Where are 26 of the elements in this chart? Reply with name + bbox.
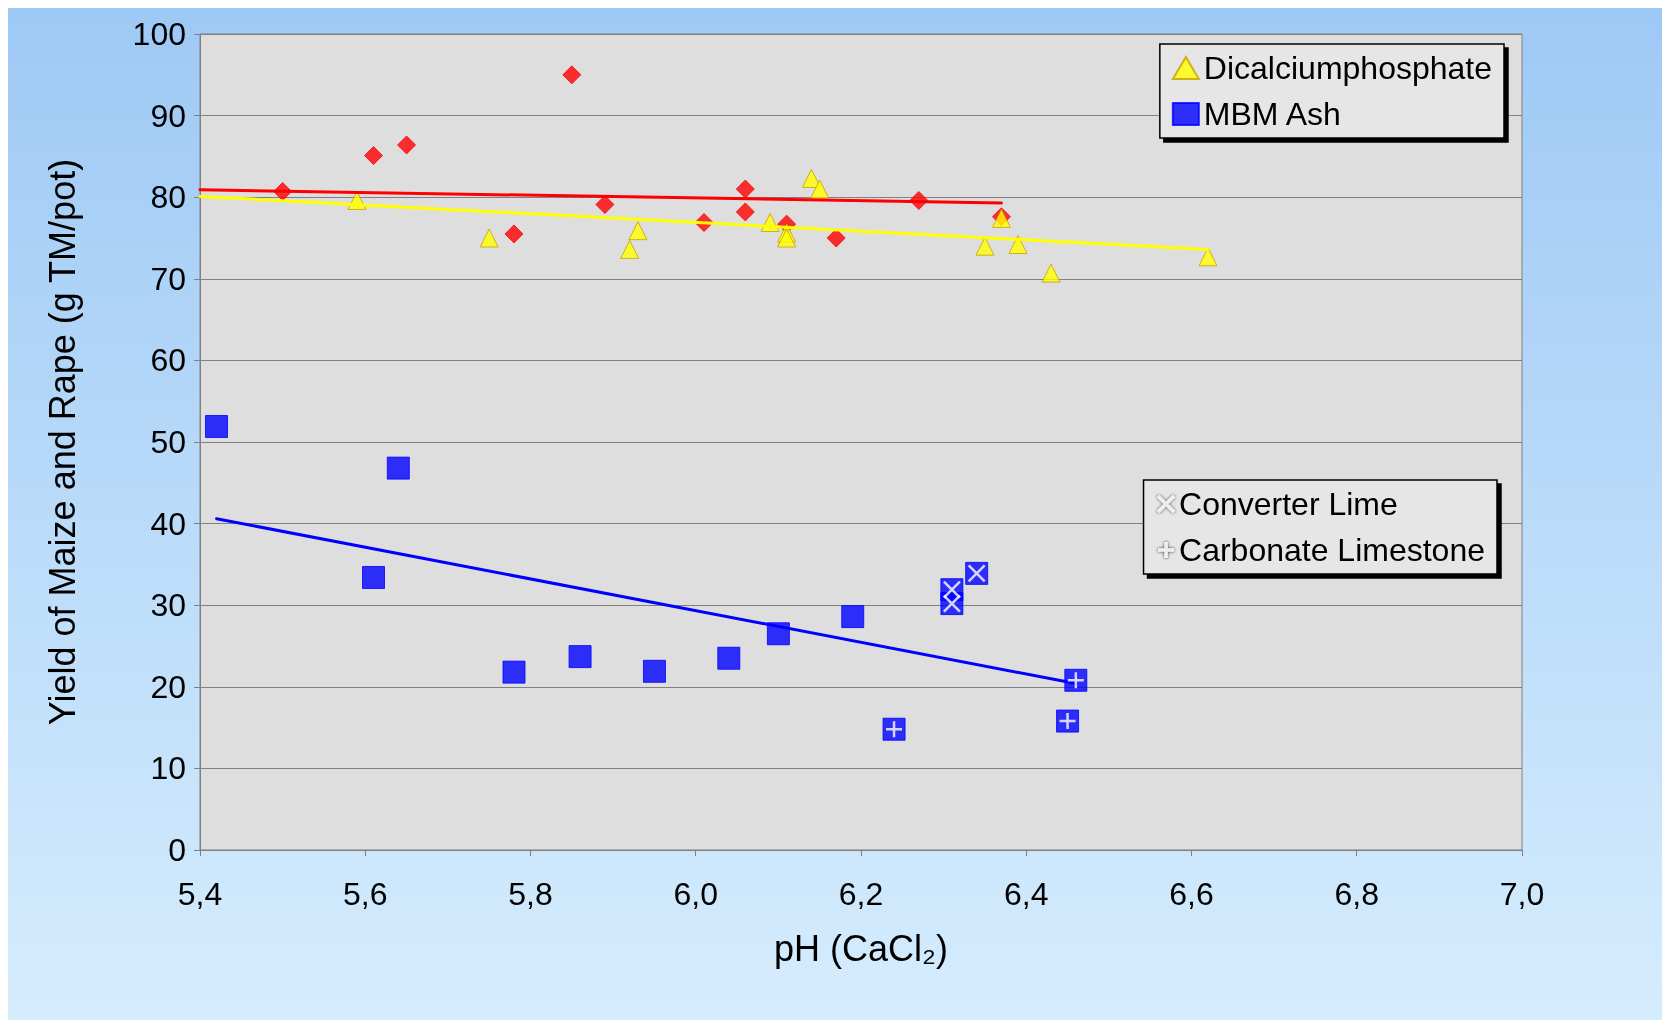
- x-tick-label: 6,4: [1004, 876, 1049, 912]
- y-tick-label: 70: [150, 260, 186, 297]
- y-axis-title: Yield of Maize and Rape (g TM/pot): [41, 158, 83, 726]
- x-axis-title: pH (CaCl₂): [774, 927, 948, 969]
- legend-label: Converter Lime: [1179, 486, 1398, 522]
- y-tick-label: 80: [150, 179, 186, 216]
- legend-label: Carbonate Limestone: [1179, 532, 1485, 568]
- y-tick-label: 40: [150, 505, 186, 542]
- x-tick-label: 6,6: [1169, 876, 1214, 912]
- x-tick-label: 5,6: [343, 876, 388, 912]
- y-tick-label: 20: [150, 668, 186, 705]
- x-tick-label: 6,2: [838, 876, 884, 912]
- y-tick-label: 100: [132, 16, 186, 52]
- y-tick-label: 0: [168, 832, 186, 868]
- legend-label: MBM Ash: [1203, 96, 1341, 132]
- x-tick-label: 5,4: [177, 876, 223, 912]
- y-tick-label: 90: [150, 97, 186, 134]
- x-tick-label: 7,0: [1499, 876, 1545, 912]
- x-tick-label: 6,8: [1334, 876, 1379, 912]
- legend-label: Dicalciumphosphate: [1203, 50, 1492, 86]
- x-tick-label: 5,8: [508, 876, 553, 912]
- x-tick-label: 6,0: [673, 876, 718, 912]
- y-tick-label: 30: [150, 587, 186, 624]
- y-tick-label: 50: [150, 424, 186, 460]
- y-tick-label: 60: [150, 342, 186, 379]
- y-tick-label: 10: [150, 750, 186, 787]
